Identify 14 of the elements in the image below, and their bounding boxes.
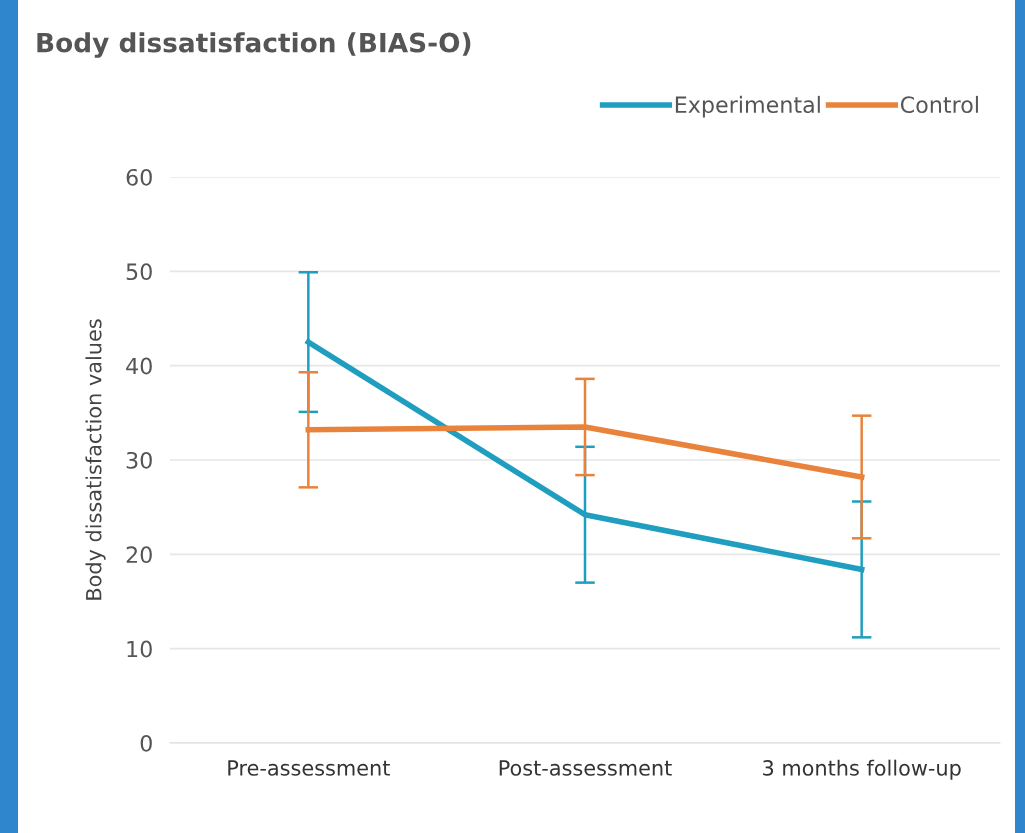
- x-tick-label: 3 months follow-up: [763, 759, 961, 780]
- chart-title: Body dissatisfaction (BIAS-O): [37, 32, 471, 58]
- legend-label: Control: [900, 95, 978, 114]
- y-tick-label: 10: [127, 640, 152, 658]
- y-tick-label: 60: [126, 168, 152, 186]
- y-tick-label: 0: [140, 734, 152, 752]
- y-tick-label: 50: [126, 263, 152, 281]
- x-tick-label: Pre-assessment: [228, 760, 390, 776]
- y-tick-label: 30: [126, 451, 152, 469]
- x-tick-label: Post-assessment: [499, 760, 672, 776]
- legend-label: Experimental: [675, 95, 820, 118]
- y-axis-title: Body dissatisfaction values: [85, 319, 106, 600]
- y-tick-label: 20: [126, 546, 152, 564]
- y-tick-label: 40: [126, 357, 152, 375]
